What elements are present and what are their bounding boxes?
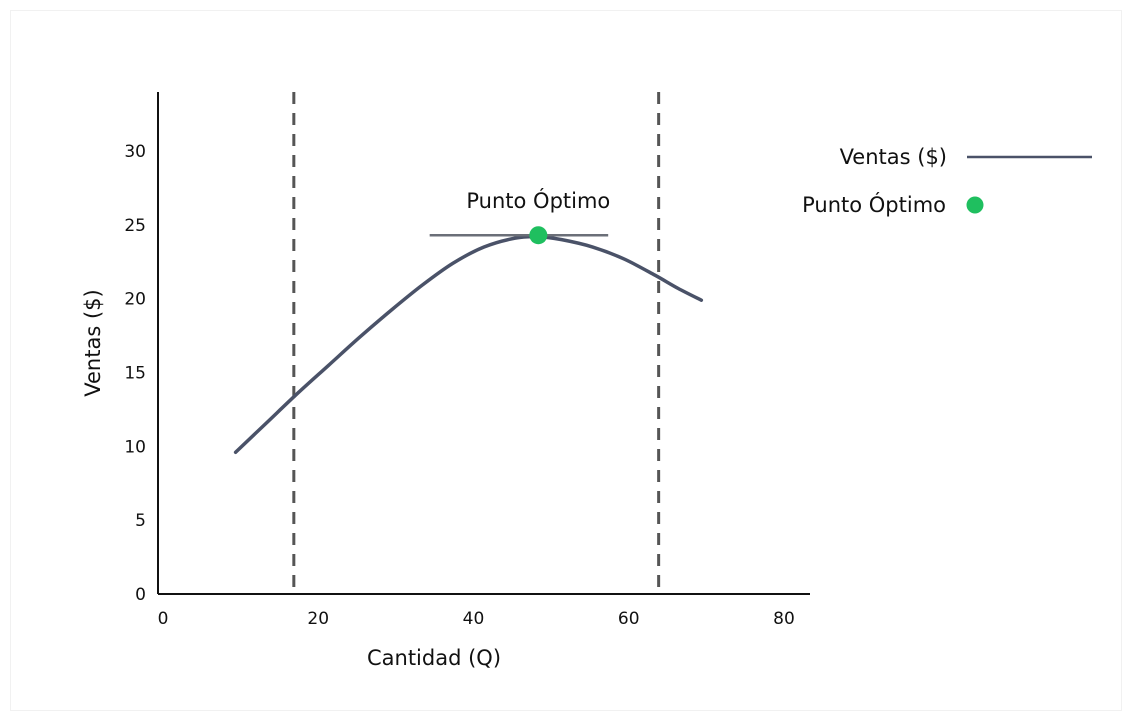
x-tick-label: 80 [773,609,795,629]
y-tick-label: 10 [124,437,146,457]
annotation-layer: Punto Óptimo [429,188,610,245]
series-layer [233,234,704,455]
optimum-point-label: Punto Óptimo [466,188,610,213]
chart-frame [10,10,1122,711]
legend-label-ventas: Ventas ($) [840,145,947,169]
y-tick-label: 30 [124,142,146,162]
y-tick-label: 20 [124,290,146,310]
x-axis-title: Cantidad (Q) [367,646,501,670]
legend-label-punto-optimo: Punto Óptimo [802,192,946,217]
legend-swatch-punto-optimo [966,196,984,214]
x-tick-label: 60 [618,609,640,629]
y-tick-label: 25 [124,216,146,236]
optimum-point [529,226,548,245]
x-tick-label: 20 [307,609,329,629]
x-ticks: 0 20 40 60 80 [158,609,795,629]
x-tick-label: 0 [158,609,169,629]
y-tick-label: 5 [135,511,146,531]
y-tick-label: 0 [135,585,146,605]
y-tick-label: 15 [124,364,146,384]
y-axis-title: Ventas ($) [81,289,105,396]
y-ticks: 0 5 10 15 20 25 30 [124,142,146,605]
reference-lines [292,92,661,594]
x-tick-label: 40 [463,609,485,629]
legend: Ventas ($) Punto Óptimo [802,145,1092,217]
series-line-ventas [233,234,704,455]
